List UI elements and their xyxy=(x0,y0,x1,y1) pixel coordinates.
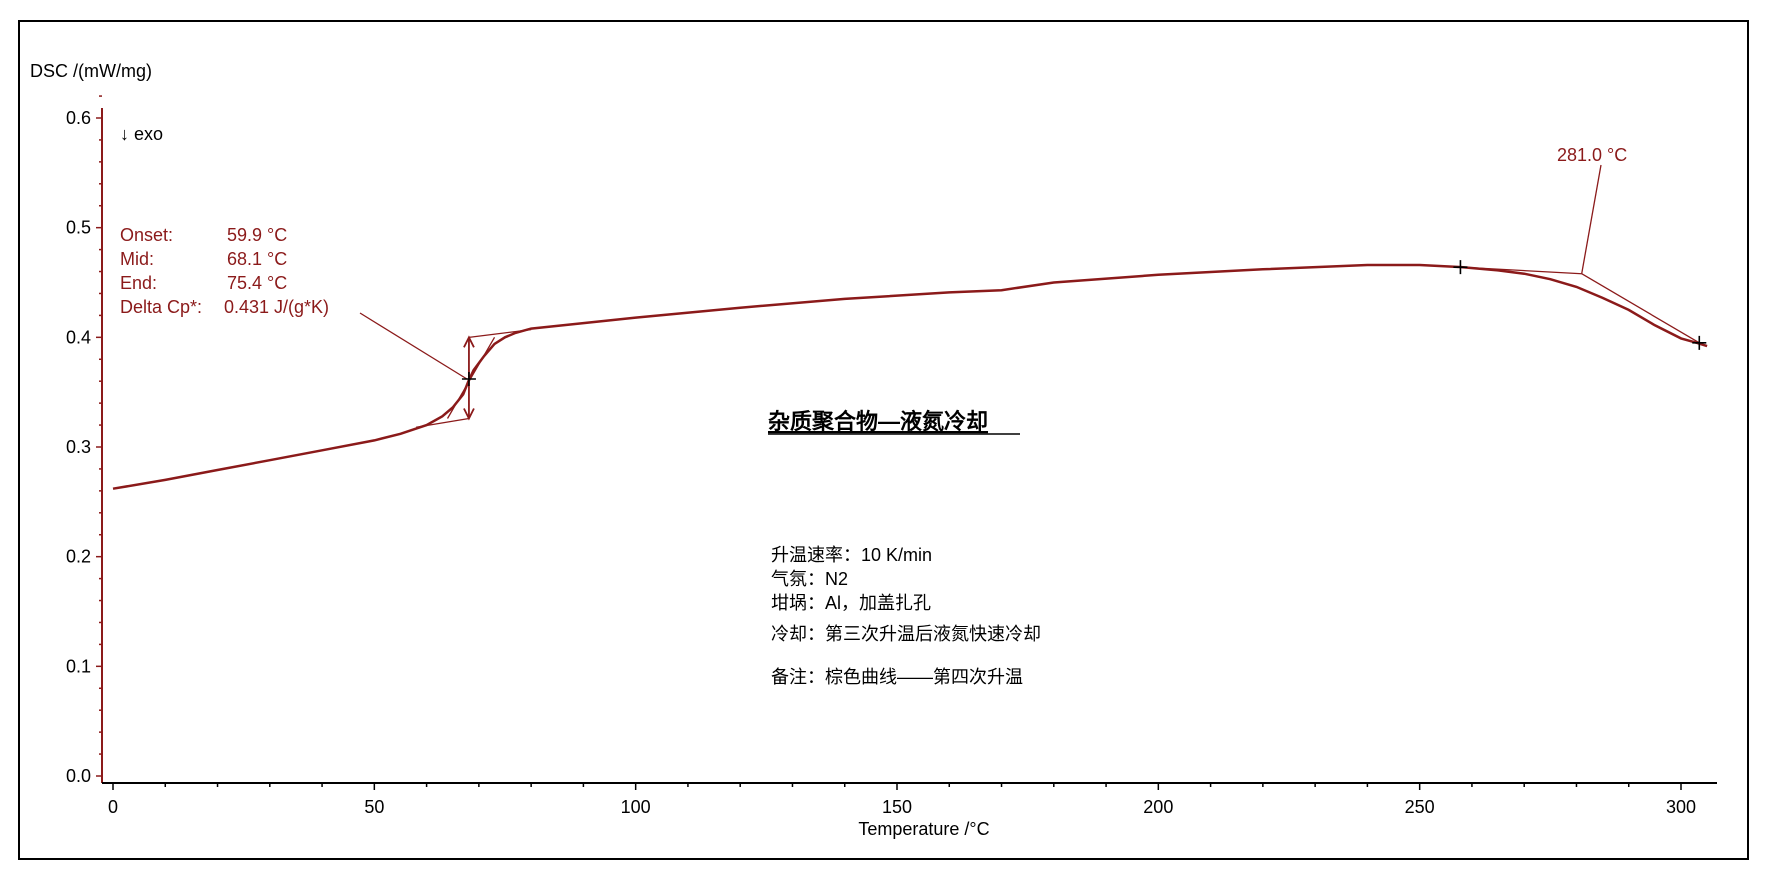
y-tick-label: 0.5 xyxy=(66,218,91,238)
note-atmosphere: 气氛：N2 xyxy=(771,569,848,589)
chart-title: 杂质聚合物—液氮冷却 xyxy=(768,409,988,434)
x-tick-label: 200 xyxy=(1143,797,1173,817)
annotation-lines xyxy=(359,164,1700,428)
axis-ticks xyxy=(96,95,1682,790)
onset-label: Onset: xyxy=(120,225,173,245)
end-label: End: xyxy=(120,273,157,293)
y-tick-label: 0.0 xyxy=(66,766,91,786)
x-tick-label: 250 xyxy=(1405,797,1435,817)
note-remark: 备注：棕色曲线——第四次升温 xyxy=(771,667,1023,687)
note-cooling: 冷却：第三次升温后液氮快速冷却 xyxy=(771,624,1041,644)
x-tick-label: 50 xyxy=(364,797,384,817)
delta-cp-arrowhead-up xyxy=(463,335,475,348)
curve-marker xyxy=(1453,260,1468,275)
x-tick-label: 300 xyxy=(1666,797,1696,817)
y-tick-label: 0.3 xyxy=(66,437,91,457)
tg-leader-line xyxy=(359,312,468,380)
x-tick-label: 150 xyxy=(882,797,912,817)
deltacp-value: 0.431 J/(g*K) xyxy=(224,297,329,317)
curve-markers xyxy=(461,260,1707,387)
x-tick-label: 100 xyxy=(621,797,651,817)
delta-cp-arrowhead-down xyxy=(463,408,475,421)
glass-transition-annotation: Onset: 59.9 °C Mid: 68.1 °C End: 75.4 °C… xyxy=(120,225,329,317)
note-heating-rate: 升温速率：10 K/min xyxy=(771,545,932,565)
curve-marker xyxy=(461,372,476,387)
peak-tangent-right xyxy=(1581,273,1700,344)
exo-label: ↓ exo xyxy=(120,124,163,144)
mid-label: Mid: xyxy=(120,249,154,269)
mid-value: 68.1 °C xyxy=(227,249,287,269)
note-crucible: 坩埚：Al，加盖扎孔 xyxy=(771,593,931,613)
peak-annotation-label: 281.0 °C xyxy=(1557,145,1627,165)
y-tick-label: 0.2 xyxy=(66,547,91,567)
x-axis-label: Temperature /°C xyxy=(858,819,989,839)
dsc-curve xyxy=(112,263,1708,490)
y-tick-label: 0.1 xyxy=(66,656,91,676)
x-tick-label: 0 xyxy=(108,797,118,817)
y-axis-label: DSC /(mW/mg) xyxy=(30,61,152,81)
curve-marker xyxy=(1692,335,1707,350)
end-value: 75.4 °C xyxy=(227,273,287,293)
peak-leader-line xyxy=(1581,164,1602,274)
y-tick-label: 0.4 xyxy=(66,327,91,347)
axis-tick-labels: 0.0 0.1 0.2 0.3 0.4 0.5 0.6 0 50 100 150 200 250 300 xyxy=(66,108,1696,817)
onset-value: 59.9 °C xyxy=(227,225,287,245)
chart-frame xyxy=(18,20,1749,860)
y-tick-label: 0.6 xyxy=(66,108,91,128)
deltacp-label: Delta Cp*: xyxy=(120,297,202,317)
